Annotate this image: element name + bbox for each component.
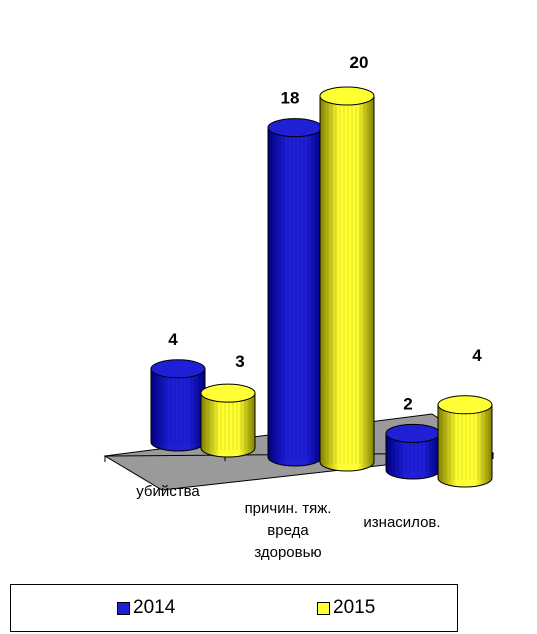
x-label-0-line-0: убийства <box>136 483 200 500</box>
x-label-1-line-0: причин. тяж. <box>244 500 332 517</box>
bar-top <box>200 383 256 403</box>
x-label-1-line-1: вреда <box>267 522 309 539</box>
bar-top <box>385 423 441 443</box>
data-label-2015-0: 3 <box>235 352 244 371</box>
bar-2014-2 <box>385 423 441 480</box>
x-label-2-line-0: изнасилов. <box>363 514 441 531</box>
legend-swatch-2015 <box>317 601 330 615</box>
legend-item-2014: 2014 <box>117 597 175 619</box>
bar-2014-0 <box>150 359 206 452</box>
bar-2015-2 <box>437 395 493 488</box>
bar-body <box>200 392 256 458</box>
data-label-2015-2: 4 <box>472 346 482 365</box>
x-label-2: изнасилов. <box>342 512 462 534</box>
chart-svg: 4 3 18 20 2 4 <box>103 53 495 491</box>
bars-group <box>150 86 493 488</box>
data-label-2015-1: 20 <box>350 53 369 72</box>
data-label-2014-0: 4 <box>168 330 178 349</box>
data-label-2014-1: 18 <box>281 89 300 108</box>
bar-body <box>319 95 375 472</box>
x-label-0: убийства <box>112 481 224 503</box>
bar-body <box>437 404 493 488</box>
bar-top <box>150 359 206 379</box>
legend-label-2015: 2015 <box>333 597 376 618</box>
legend-item-2015: 2015 <box>317 597 375 619</box>
legend-label-2014: 2014 <box>133 597 176 618</box>
bar-top <box>437 395 493 415</box>
bar-2015-0 <box>200 383 256 458</box>
x-label-1: причин. тяж. вреда здоровью <box>226 498 350 564</box>
bar-2015-1 <box>319 86 375 472</box>
bar-top <box>267 118 323 138</box>
x-label-1-line-2: здоровью <box>254 544 322 561</box>
bar-2014-1 <box>267 118 323 467</box>
legend: 2014 2015 <box>10 584 458 632</box>
legend-swatch-2014 <box>117 601 130 615</box>
data-labels-group: 4 3 18 20 2 4 <box>168 53 482 413</box>
bar-top <box>319 86 375 106</box>
data-label-2014-2: 2 <box>403 394 412 413</box>
